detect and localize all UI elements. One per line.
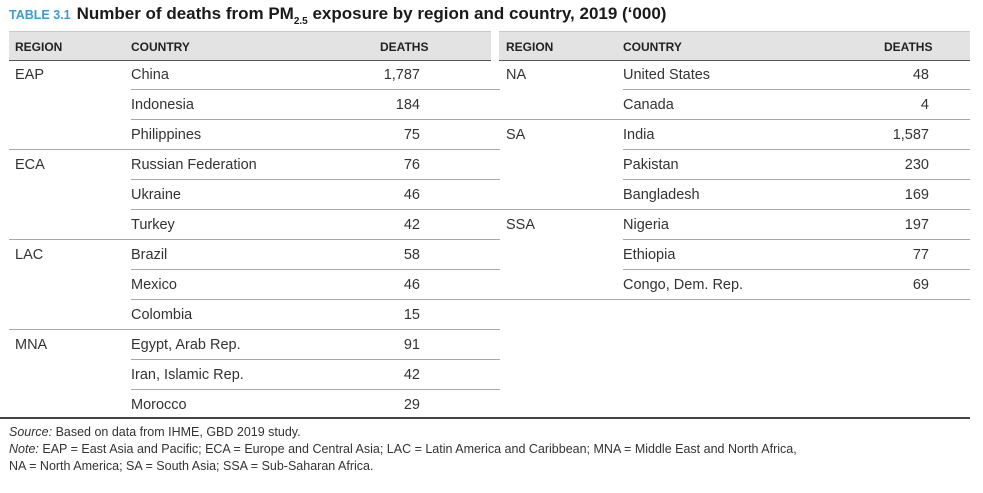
header-country-right: COUNTRY bbox=[623, 40, 682, 54]
table-header-left: REGION COUNTRY DEATHS bbox=[9, 31, 491, 61]
table-bottom-rule bbox=[0, 417, 970, 419]
source-text: Based on data from IHME, GBD 2019 study. bbox=[52, 425, 301, 439]
deaths-cell: 46 bbox=[403, 277, 420, 293]
title-subscript: 2.5 bbox=[293, 16, 308, 28]
deaths-cell: 15 bbox=[403, 307, 420, 323]
table-number: TABLE 3.1 bbox=[9, 8, 71, 22]
country-cell: Congo, Dem. Rep. bbox=[623, 277, 744, 293]
deaths-cell: 42 bbox=[403, 217, 420, 233]
row-divider bbox=[9, 149, 500, 150]
row-divider bbox=[623, 269, 970, 270]
row-divider bbox=[623, 179, 970, 180]
deaths-cell: 230 bbox=[904, 157, 929, 173]
row-divider bbox=[131, 299, 500, 300]
region-cell: NA bbox=[506, 67, 527, 83]
table-header-right: REGION COUNTRY DEATHS bbox=[499, 31, 970, 61]
country-cell: Turkey bbox=[131, 217, 175, 233]
deaths-cell: 29 bbox=[403, 397, 420, 413]
row-divider bbox=[131, 179, 500, 180]
abbreviation-note-line-2: NA = North America; SA = South Asia; SSA… bbox=[9, 459, 374, 473]
row-divider bbox=[131, 269, 500, 270]
deaths-cell: 1,787 bbox=[383, 67, 420, 83]
country-cell: Iran, Islamic Rep. bbox=[131, 367, 244, 383]
country-cell: Ethiopia bbox=[623, 247, 676, 263]
country-cell: Nigeria bbox=[623, 217, 669, 233]
deaths-cell: 169 bbox=[904, 187, 929, 203]
deaths-cell: 91 bbox=[403, 337, 420, 353]
region-cell: SSA bbox=[506, 217, 536, 233]
abbreviation-note: Note: EAP = East Asia and Pacific; ECA =… bbox=[9, 441, 797, 458]
country-cell: United States bbox=[623, 67, 711, 83]
deaths-cell: 69 bbox=[912, 277, 929, 293]
deaths-cell: 46 bbox=[403, 187, 420, 203]
note-line-1: EAP = East Asia and Pacific; ECA = Europ… bbox=[38, 442, 797, 456]
region-cell: EAP bbox=[15, 67, 45, 83]
country-cell: Egypt, Arab Rep. bbox=[131, 337, 241, 353]
region-cell: SA bbox=[506, 127, 526, 143]
region-cell: MNA bbox=[15, 337, 48, 353]
row-divider bbox=[131, 119, 500, 120]
row-divider bbox=[499, 119, 970, 120]
country-cell: Mexico bbox=[131, 277, 177, 293]
country-cell: Pakistan bbox=[623, 157, 679, 173]
country-cell: Ukraine bbox=[131, 187, 181, 203]
deaths-cell: 58 bbox=[403, 247, 420, 263]
row-divider bbox=[623, 149, 970, 150]
deaths-cell: 75 bbox=[403, 127, 420, 143]
note-label: Note: bbox=[9, 442, 39, 456]
title-text-after: exposure by region and country, 2019 (‘0… bbox=[307, 4, 667, 23]
deaths-cell: 48 bbox=[912, 67, 929, 83]
header-country-left: COUNTRY bbox=[131, 40, 190, 54]
row-divider bbox=[131, 359, 500, 360]
country-cell: Morocco bbox=[131, 397, 187, 413]
row-divider bbox=[9, 329, 500, 330]
header-region-left: REGION bbox=[15, 40, 63, 54]
row-divider bbox=[131, 89, 500, 90]
row-divider bbox=[131, 209, 500, 210]
header-deaths-left: DEATHS bbox=[380, 40, 429, 54]
country-cell: Colombia bbox=[131, 307, 193, 323]
deaths-cell: 77 bbox=[912, 247, 929, 263]
row-divider bbox=[9, 239, 500, 240]
row-divider bbox=[623, 89, 970, 90]
source-label: Source: bbox=[9, 425, 53, 439]
row-divider bbox=[131, 389, 500, 390]
region-cell: ECA bbox=[15, 157, 45, 173]
source-note: Source: Based on data from IHME, GBD 201… bbox=[9, 424, 301, 441]
row-divider bbox=[623, 239, 970, 240]
country-cell: India bbox=[623, 127, 655, 143]
header-deaths-right: DEATHS bbox=[884, 40, 933, 54]
deaths-cell: 42 bbox=[403, 367, 420, 383]
country-cell: Russian Federation bbox=[131, 157, 257, 173]
region-cell: LAC bbox=[15, 247, 44, 263]
row-divider bbox=[499, 209, 970, 210]
country-cell: Brazil bbox=[131, 247, 168, 263]
deaths-cell: 4 bbox=[920, 97, 929, 113]
country-cell: China bbox=[131, 67, 169, 83]
country-cell: Indonesia bbox=[131, 97, 194, 113]
country-cell: Canada bbox=[623, 97, 674, 113]
header-region-right: REGION bbox=[506, 40, 554, 54]
row-divider bbox=[499, 299, 970, 300]
deaths-cell: 184 bbox=[395, 97, 420, 113]
deaths-cell: 76 bbox=[403, 157, 420, 173]
country-cell: Philippines bbox=[131, 127, 202, 143]
deaths-cell: 197 bbox=[904, 217, 929, 233]
deaths-cell: 1,587 bbox=[892, 127, 929, 143]
country-cell: Bangladesh bbox=[623, 187, 700, 203]
title-text-before: Number of deaths from PM bbox=[76, 4, 294, 23]
table-title: TABLE 3.1 Number of deaths from PM2.5 exp… bbox=[9, 3, 667, 28]
